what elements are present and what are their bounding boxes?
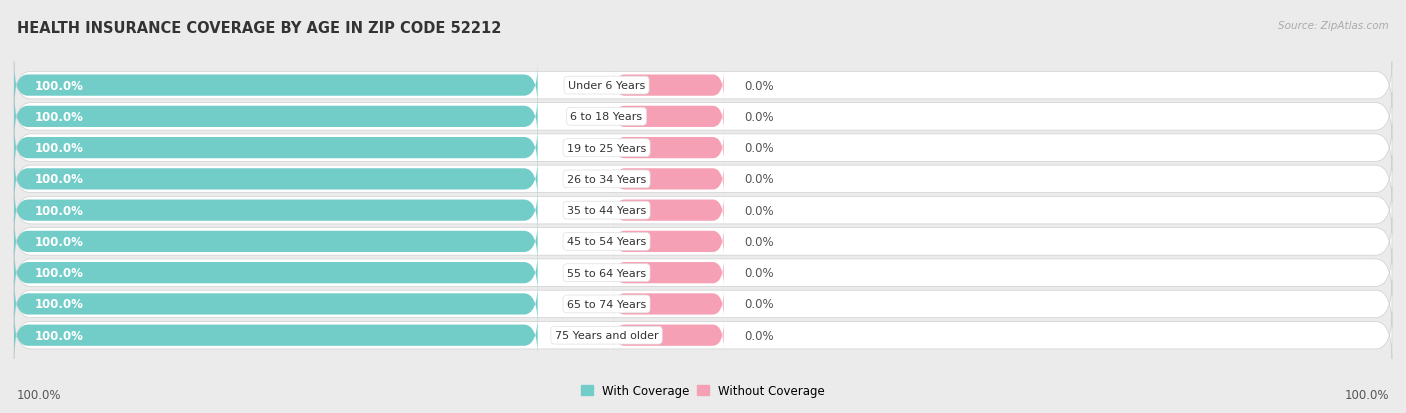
- Text: Under 6 Years: Under 6 Years: [568, 81, 645, 91]
- Text: 0.0%: 0.0%: [744, 79, 773, 93]
- FancyBboxPatch shape: [14, 284, 537, 325]
- Legend: With Coverage, Without Coverage: With Coverage, Without Coverage: [581, 385, 825, 397]
- Text: 0.0%: 0.0%: [744, 173, 773, 186]
- FancyBboxPatch shape: [14, 156, 1392, 203]
- FancyBboxPatch shape: [14, 159, 537, 200]
- FancyBboxPatch shape: [14, 312, 1392, 359]
- FancyBboxPatch shape: [14, 221, 537, 262]
- Text: HEALTH INSURANCE COVERAGE BY AGE IN ZIP CODE 52212: HEALTH INSURANCE COVERAGE BY AGE IN ZIP …: [17, 21, 502, 36]
- Text: 0.0%: 0.0%: [744, 111, 773, 123]
- FancyBboxPatch shape: [613, 71, 724, 100]
- Text: 55 to 64 Years: 55 to 64 Years: [567, 268, 647, 278]
- FancyBboxPatch shape: [613, 165, 724, 194]
- Text: 0.0%: 0.0%: [744, 235, 773, 248]
- Text: 100.0%: 100.0%: [35, 142, 83, 155]
- Text: 100.0%: 100.0%: [1344, 388, 1389, 401]
- FancyBboxPatch shape: [613, 259, 724, 287]
- Text: 100.0%: 100.0%: [35, 111, 83, 123]
- Text: 0.0%: 0.0%: [744, 266, 773, 280]
- Text: 0.0%: 0.0%: [744, 142, 773, 155]
- FancyBboxPatch shape: [14, 65, 537, 107]
- FancyBboxPatch shape: [613, 134, 724, 163]
- Text: 100.0%: 100.0%: [35, 235, 83, 248]
- FancyBboxPatch shape: [613, 103, 724, 131]
- Text: 6 to 18 Years: 6 to 18 Years: [571, 112, 643, 122]
- Text: 100.0%: 100.0%: [35, 173, 83, 186]
- Text: 26 to 34 Years: 26 to 34 Years: [567, 174, 647, 185]
- FancyBboxPatch shape: [14, 97, 537, 138]
- Text: Source: ZipAtlas.com: Source: ZipAtlas.com: [1278, 21, 1389, 31]
- FancyBboxPatch shape: [14, 187, 1392, 234]
- FancyBboxPatch shape: [14, 252, 537, 294]
- FancyBboxPatch shape: [14, 315, 537, 356]
- Text: 65 to 74 Years: 65 to 74 Years: [567, 299, 647, 309]
- FancyBboxPatch shape: [14, 218, 1392, 266]
- Text: 100.0%: 100.0%: [35, 298, 83, 311]
- FancyBboxPatch shape: [14, 62, 1392, 109]
- Text: 100.0%: 100.0%: [35, 329, 83, 342]
- Text: 100.0%: 100.0%: [17, 388, 62, 401]
- Text: 0.0%: 0.0%: [744, 204, 773, 217]
- Text: 45 to 54 Years: 45 to 54 Years: [567, 237, 647, 247]
- FancyBboxPatch shape: [14, 249, 1392, 297]
- Text: 0.0%: 0.0%: [744, 329, 773, 342]
- FancyBboxPatch shape: [613, 196, 724, 225]
- FancyBboxPatch shape: [613, 321, 724, 350]
- FancyBboxPatch shape: [14, 93, 1392, 141]
- Text: 75 Years and older: 75 Years and older: [555, 330, 658, 340]
- Text: 100.0%: 100.0%: [35, 204, 83, 217]
- Text: 35 to 44 Years: 35 to 44 Years: [567, 206, 647, 216]
- FancyBboxPatch shape: [14, 128, 537, 169]
- FancyBboxPatch shape: [14, 125, 1392, 172]
- Text: 100.0%: 100.0%: [35, 266, 83, 280]
- Text: 0.0%: 0.0%: [744, 298, 773, 311]
- FancyBboxPatch shape: [613, 290, 724, 318]
- FancyBboxPatch shape: [14, 190, 537, 231]
- Text: 19 to 25 Years: 19 to 25 Years: [567, 143, 647, 153]
- FancyBboxPatch shape: [613, 228, 724, 256]
- Text: 100.0%: 100.0%: [35, 79, 83, 93]
- FancyBboxPatch shape: [14, 280, 1392, 328]
